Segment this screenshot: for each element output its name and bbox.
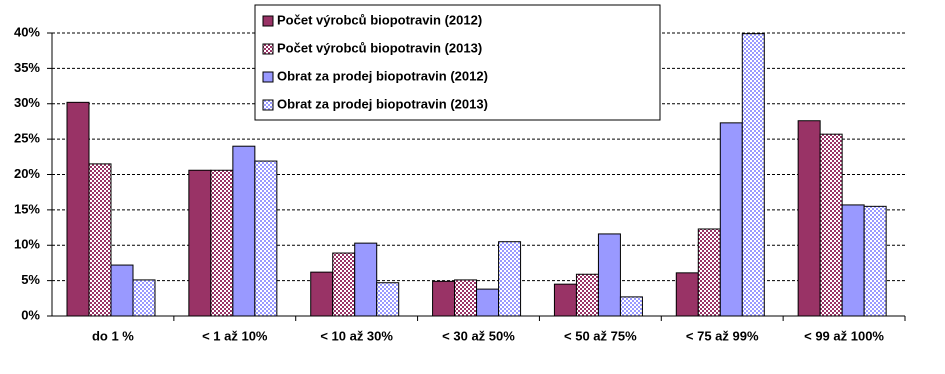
- bar: [841, 204, 865, 317]
- y-tick-label: 5%: [21, 272, 40, 287]
- bar: [741, 33, 765, 317]
- x-tick-label: < 75 až 99%: [686, 328, 759, 343]
- y-tick-label: 40%: [14, 24, 40, 39]
- y-tick-label: 30%: [14, 95, 40, 110]
- legend-box: [254, 4, 661, 121]
- y-tick-label: 25%: [14, 131, 40, 146]
- bar: [454, 279, 478, 317]
- bar: [232, 145, 256, 317]
- legend-label: Obrat za prodej biopotravin (2013): [277, 96, 488, 111]
- y-tick-label: 15%: [14, 201, 40, 216]
- y-tick-label: 10%: [14, 237, 40, 252]
- bar: [354, 242, 378, 317]
- bar: [553, 283, 577, 317]
- bar: [132, 279, 156, 317]
- legend-label: Počet výrobců biopotravin (2012): [277, 12, 482, 27]
- bar: [597, 233, 621, 317]
- bar: [88, 163, 112, 317]
- bar: [310, 271, 334, 317]
- x-tick-label: < 10 až 30%: [320, 328, 393, 343]
- x-tick-label: do 1 %: [92, 328, 134, 343]
- bar: [476, 288, 500, 317]
- x-tick-label: < 50 až 75%: [564, 328, 637, 343]
- bar: [797, 120, 821, 317]
- bar: [66, 101, 90, 317]
- bar: [719, 122, 743, 317]
- bar: [498, 241, 522, 317]
- legend-swatch: [262, 71, 274, 83]
- y-tick-label: 0%: [21, 307, 40, 322]
- x-tick-label: < 99 až 100%: [804, 328, 884, 343]
- legend-label: Obrat za prodej biopotravin (2012): [277, 68, 488, 83]
- bar: [819, 133, 843, 317]
- bar: [254, 160, 278, 317]
- y-tick-label: 20%: [14, 166, 40, 181]
- legend-swatch: [262, 15, 274, 27]
- bar: [575, 273, 599, 317]
- bar: [332, 252, 356, 317]
- bar: [210, 169, 234, 317]
- bar: [863, 205, 887, 317]
- bar: [376, 282, 400, 317]
- bar: [110, 264, 134, 317]
- bar: [188, 169, 212, 317]
- bar: [675, 272, 699, 317]
- legend-swatch: [262, 99, 274, 111]
- x-tick-label: < 30 až 50%: [442, 328, 515, 343]
- bar: [697, 228, 721, 317]
- legend-swatch: [262, 43, 274, 55]
- y-tick-label: 35%: [14, 60, 40, 75]
- bar: [619, 296, 643, 317]
- x-tick-label: < 1 až 10%: [202, 328, 268, 343]
- legend-label: Počet výrobců biopotravin (2013): [277, 40, 482, 55]
- bar: [432, 280, 456, 317]
